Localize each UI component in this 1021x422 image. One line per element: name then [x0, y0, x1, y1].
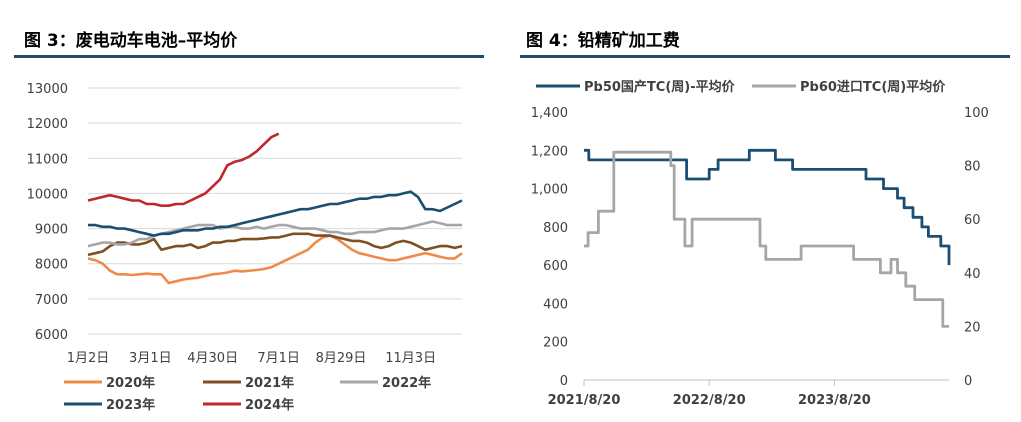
y2-tick-label: 80 — [964, 160, 981, 175]
y2-tick-label: 20 — [964, 320, 981, 335]
chart-panel-battery-price: 图 3：废电动车电池–平均价 6000 7000 8000 9000 10000 1100… — [0, 0, 490, 422]
y-tick-label: 1,000 — [531, 183, 568, 198]
x-tick-label: 4月30日 — [187, 351, 238, 366]
x-tick-label: 7月1日 — [257, 351, 300, 366]
series-line — [88, 190, 463, 237]
x-tick-label: 8月29日 — [316, 351, 367, 366]
y-tick-label: 13000 — [27, 82, 68, 97]
legend-label: 2024年 — [245, 397, 294, 413]
series-line — [87, 232, 463, 257]
chart-panel-lead-concentrate-tc: 图 4：铅精矿加工费 0 200 400 600 800 1,000 1,200 1,400 0… — [520, 0, 1021, 422]
title-divider — [520, 55, 1010, 58]
series-line — [87, 234, 463, 285]
y2-tick-label: 0 — [964, 374, 972, 389]
y2-tick-label: 60 — [964, 213, 981, 228]
chart-title: 图 4：铅精矿加工费 — [526, 31, 680, 51]
battery-price-line-chart: 6000 7000 8000 9000 10000 11000 12000 13000 1月2日… — [27, 82, 463, 413]
x-tick-label: 2022/8/20 — [673, 393, 746, 408]
x-tick-label: 1月2日 — [67, 351, 110, 366]
legend-label: 2023年 — [106, 397, 155, 413]
chart-title: 图 3：废电动车电池–平均价 — [24, 31, 238, 51]
y-tick-label: 400 — [543, 297, 568, 312]
x-tick-label: 2021/8/20 — [548, 393, 621, 408]
x-tick-label: 2023/8/20 — [798, 393, 871, 408]
y-tick-label: 9000 — [35, 223, 68, 238]
legend-label: 2020年 — [106, 375, 155, 391]
series-line — [584, 150, 949, 328]
series-line — [87, 132, 280, 207]
x-tick-label: 11月3日 — [385, 351, 436, 366]
legend-label: 2021年 — [245, 375, 294, 391]
y-tick-label: 8000 — [35, 258, 68, 273]
y-tick-label: 11000 — [27, 152, 68, 167]
title-divider — [14, 55, 484, 58]
y-tick-label: 1,200 — [531, 144, 568, 159]
y2-tick-label: 100 — [964, 106, 989, 121]
y-tick-label: 1,400 — [531, 106, 568, 121]
y-tick-label: 200 — [543, 336, 568, 351]
y-tick-label: 12000 — [27, 117, 68, 132]
y-tick-label: 0 — [560, 374, 568, 389]
y2-tick-label: 40 — [964, 267, 981, 282]
y-tick-label: 600 — [543, 259, 568, 274]
y-tick-label: 7000 — [35, 293, 68, 308]
y-tick-label: 800 — [543, 221, 568, 236]
series-line — [87, 220, 462, 248]
y-tick-label: 6000 — [35, 328, 68, 343]
legend-label: 2022年 — [382, 375, 431, 391]
x-tick-label: 3月1日 — [129, 351, 172, 366]
y-tick-label: 10000 — [27, 187, 68, 202]
legend-label: Pb60进口TC(周)平均价 — [800, 79, 946, 95]
lead-tc-line-chart: 0 200 400 600 800 1,000 1,200 1,400 0 20 40 60 80 100… — [531, 79, 989, 408]
series-line — [584, 148, 951, 266]
legend-label: Pb50国产TC(周)-平均价 — [584, 79, 736, 95]
